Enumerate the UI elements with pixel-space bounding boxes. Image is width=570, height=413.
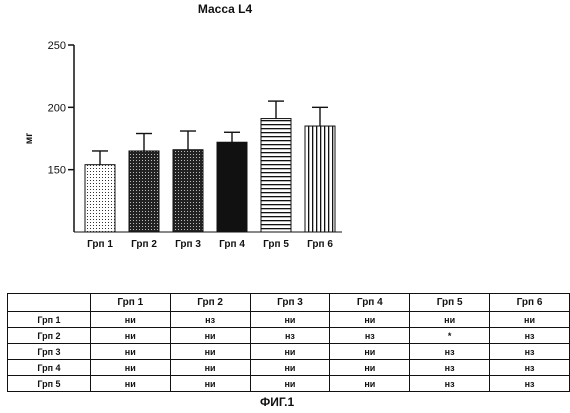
table-row: Грп 2нининзнз*нз xyxy=(8,328,570,344)
table-cell: ни xyxy=(170,328,250,344)
table-header-cell: Грп 1 xyxy=(90,294,170,312)
bar xyxy=(305,126,335,232)
table-header-cell xyxy=(8,294,91,312)
table-cell: нз xyxy=(490,328,570,344)
table-row-label: Грп 1 xyxy=(8,312,91,328)
table-header-cell: Грп 4 xyxy=(330,294,410,312)
table-header-cell: Грп 2 xyxy=(170,294,250,312)
table-cell: нз xyxy=(170,312,250,328)
table-header-cell: Грп 3 xyxy=(250,294,330,312)
table-header-row: Грп 1Грп 2Грп 3Грп 4Грп 5Грп 6 xyxy=(8,294,570,312)
table-cell: * xyxy=(410,328,490,344)
bar xyxy=(85,165,115,232)
table-cell: ни xyxy=(170,376,250,392)
table-cell: ни xyxy=(90,344,170,360)
table-cell: ни xyxy=(250,344,330,360)
table-row-label: Грп 4 xyxy=(8,360,91,376)
table-cell: нз xyxy=(490,360,570,376)
table-cell: ни xyxy=(330,344,410,360)
table-cell: ни xyxy=(170,344,250,360)
bar xyxy=(217,142,247,232)
table-cell: ни xyxy=(90,360,170,376)
table-cell: ни xyxy=(90,312,170,328)
x-tick-label: Грп 2 xyxy=(131,239,157,250)
x-tick-label: Грп 1 xyxy=(87,239,113,250)
table-cell: нз xyxy=(410,344,490,360)
table-row-label: Грп 2 xyxy=(8,328,91,344)
table-row: Грп 4нининининзнз xyxy=(8,360,570,376)
bar-chart: 150 200 250 мг Грп 1 Грп 2 Грп 3 Грп 4 Грп 5 Грп… xyxy=(0,0,570,290)
table-row-label: Грп 3 xyxy=(8,344,91,360)
x-tick-label: Грп 5 xyxy=(263,239,289,250)
table-cell: ни xyxy=(90,376,170,392)
comparison-table: Грп 1Грп 2Грп 3Грп 4Грп 5Грп 6 Грп 1нинз… xyxy=(7,293,570,392)
y-tick-label: 150 xyxy=(48,165,66,177)
table-row: Грп 5нининининзнз xyxy=(8,376,570,392)
table-cell: нз xyxy=(490,376,570,392)
table-row: Грп 3нининининзнз xyxy=(8,344,570,360)
table-cell: ни xyxy=(90,328,170,344)
figure-caption: ФИГ.1 xyxy=(260,395,294,409)
y-axis-label: мг xyxy=(24,133,35,145)
table-cell: ни xyxy=(250,312,330,328)
table-cell: ни xyxy=(330,360,410,376)
table-cell: ни xyxy=(410,312,490,328)
y-tick-label: 200 xyxy=(48,102,66,114)
bar xyxy=(129,151,159,232)
bar xyxy=(173,150,203,232)
y-tick-label: 250 xyxy=(48,40,66,52)
table-cell: ни xyxy=(250,376,330,392)
bar xyxy=(261,119,291,232)
table-cell: нз xyxy=(330,328,410,344)
table-cell: нз xyxy=(490,344,570,360)
table-cell: нз xyxy=(410,360,490,376)
table-header-cell: Грп 6 xyxy=(490,294,570,312)
table-cell: ни xyxy=(330,312,410,328)
table-header-cell: Грп 5 xyxy=(410,294,490,312)
table-row: Грп 1нинзнининини xyxy=(8,312,570,328)
x-tick-label: Грп 3 xyxy=(175,239,201,250)
table-cell: нз xyxy=(410,376,490,392)
x-tick-label: Грп 4 xyxy=(219,239,245,250)
table-body: Грп 1нинзнинининиГрп 2нининзнз*нзГрп 3ни… xyxy=(8,312,570,392)
table-cell: ни xyxy=(330,376,410,392)
table-cell: ни xyxy=(170,360,250,376)
table-row-label: Грп 5 xyxy=(8,376,91,392)
chart-bars xyxy=(85,101,335,232)
table-cell: нз xyxy=(250,328,330,344)
table-cell: ни xyxy=(490,312,570,328)
x-tick-label: Грп 6 xyxy=(307,239,333,250)
table-cell: ни xyxy=(250,360,330,376)
